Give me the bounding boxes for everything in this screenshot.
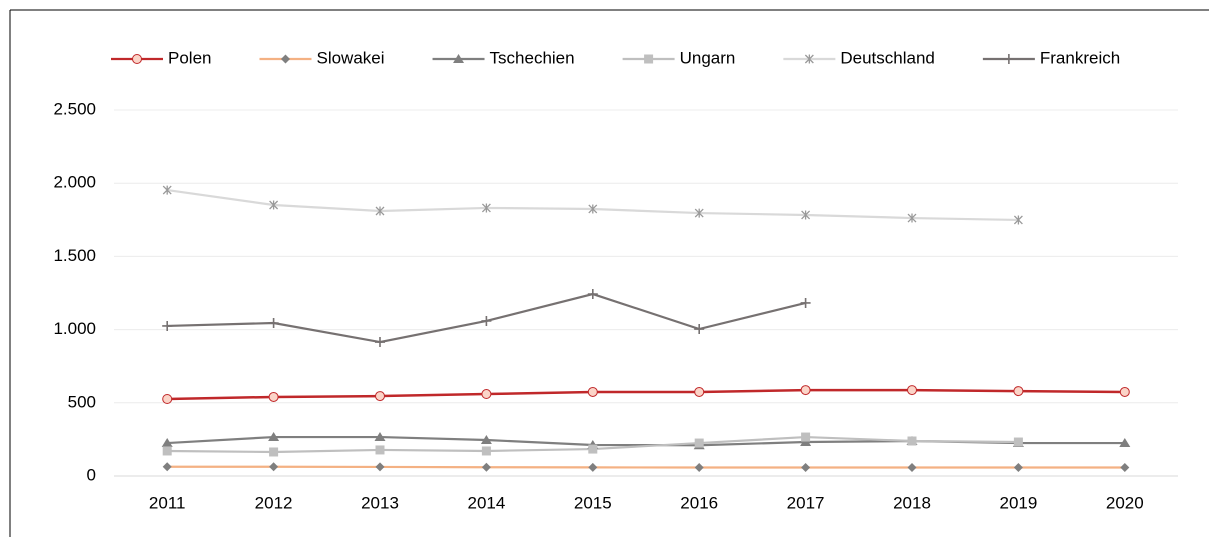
- point: [587, 386, 598, 397]
- point: [375, 337, 385, 348]
- point: [1013, 386, 1024, 397]
- series-line: [167, 388, 1125, 401]
- point: [694, 438, 704, 448]
- legend-label: Ungarn: [680, 48, 736, 67]
- legend-label: Tschechien: [490, 48, 575, 67]
- y-tick-label: 1.500: [53, 246, 96, 265]
- point: [268, 318, 279, 329]
- point: [481, 389, 492, 400]
- point: [1119, 386, 1130, 397]
- x-tick-label: 2017: [787, 493, 825, 512]
- point: [268, 432, 280, 442]
- legend-label: Polen: [168, 48, 211, 67]
- point: [801, 463, 811, 473]
- point: [481, 315, 492, 326]
- series-line: [167, 465, 1125, 469]
- point: [374, 432, 386, 442]
- point: [268, 391, 279, 402]
- point: [269, 200, 279, 210]
- point: [588, 444, 598, 454]
- x-tick-label: 2020: [1106, 493, 1144, 512]
- y-tick-label: 1.000: [53, 319, 96, 338]
- point: [907, 385, 917, 396]
- point: [907, 213, 917, 223]
- point: [801, 210, 811, 220]
- point: [694, 208, 704, 218]
- point: [481, 462, 491, 472]
- legend-label: Deutschland: [840, 48, 935, 67]
- point: [481, 446, 491, 456]
- point: [162, 320, 173, 331]
- point: [481, 203, 491, 213]
- x-tick-label: 2015: [574, 493, 612, 512]
- point: [644, 54, 654, 64]
- point: [694, 324, 705, 335]
- point: [162, 393, 173, 404]
- point: [375, 206, 385, 216]
- point: [375, 462, 385, 472]
- point: [1003, 54, 1014, 64]
- point: [804, 54, 814, 64]
- point: [694, 386, 705, 397]
- point: [587, 289, 598, 300]
- point: [480, 434, 492, 444]
- point: [269, 462, 279, 472]
- point: [588, 462, 598, 472]
- point: [375, 391, 385, 402]
- x-tick-label: 2018: [893, 493, 931, 512]
- x-tick-label: 2012: [255, 493, 293, 512]
- point: [800, 297, 811, 308]
- point: [694, 463, 704, 473]
- point: [1120, 463, 1130, 473]
- point: [132, 54, 142, 64]
- x-tick-label: 2011: [149, 493, 186, 512]
- point: [907, 463, 917, 473]
- point: [162, 462, 172, 472]
- x-tick-label: 2014: [467, 493, 505, 512]
- point: [162, 446, 172, 456]
- point: [161, 438, 173, 448]
- y-tick-label: 0: [87, 465, 96, 484]
- y-tick-label: 2.000: [53, 173, 96, 192]
- legend-label: Slowakei: [316, 48, 384, 67]
- point: [1013, 463, 1023, 473]
- x-tick-label: 2013: [361, 493, 399, 512]
- point: [801, 432, 811, 442]
- point: [453, 54, 465, 63]
- point: [1119, 438, 1131, 448]
- point: [269, 447, 279, 457]
- point: [1013, 215, 1023, 225]
- point: [162, 185, 172, 195]
- point: [907, 436, 917, 446]
- point: [588, 204, 598, 214]
- legend-label: Frankreich: [1040, 48, 1120, 67]
- point: [800, 385, 811, 396]
- x-tick-label: 2016: [680, 493, 718, 512]
- point: [280, 54, 290, 64]
- y-tick-label: 500: [68, 392, 96, 411]
- y-tick-label: 2.500: [53, 99, 96, 118]
- point: [375, 445, 385, 455]
- point: [1013, 437, 1023, 447]
- x-tick-label: 2019: [999, 493, 1037, 512]
